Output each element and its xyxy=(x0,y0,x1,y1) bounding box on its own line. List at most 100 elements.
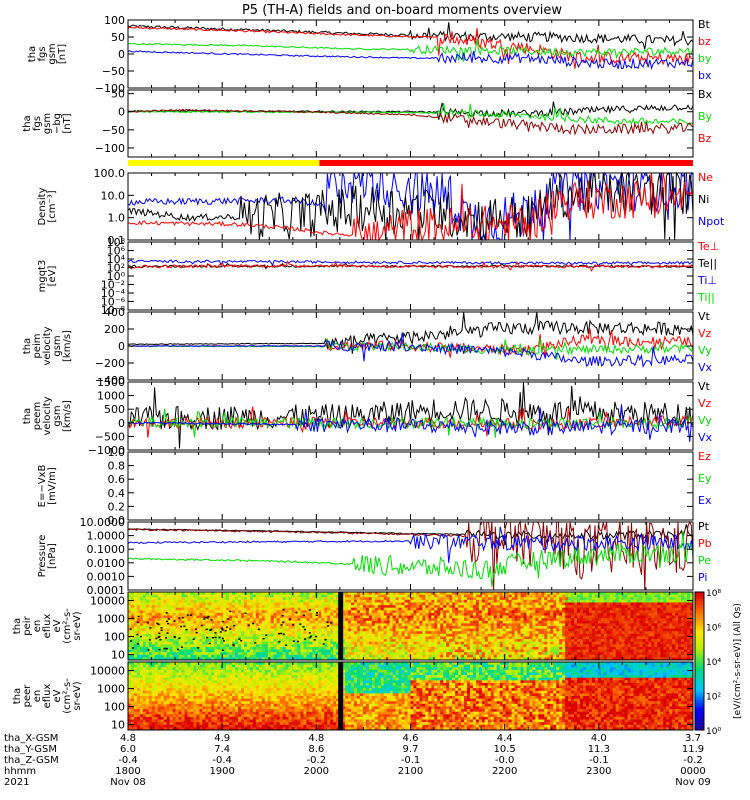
y-axis-label: [cm⁻³] xyxy=(47,190,58,222)
series-Pe xyxy=(127,526,694,563)
orbit-row-label: tha_Y-GSM xyxy=(4,744,57,755)
y-tick-label: 0 xyxy=(118,48,125,61)
panel-frame xyxy=(127,89,694,158)
orbit-value: -0.1 xyxy=(589,755,609,766)
y-tick-label: −200 xyxy=(95,357,125,370)
legend-Vy: Vy xyxy=(698,344,712,357)
y-tick-label: 0 xyxy=(118,106,125,119)
y-axis-label: gsm xyxy=(52,335,63,356)
y-tick-label: −100 xyxy=(95,82,125,95)
y-tick-label: 500 xyxy=(104,403,125,416)
orbit-value: 0000 xyxy=(680,766,705,777)
series-Vx xyxy=(127,332,694,369)
colorbar-tick-label: 10² xyxy=(706,693,721,703)
y-axis-label: fgs xyxy=(32,116,43,131)
orbit-value: 4.6 xyxy=(403,733,419,744)
panel-9: 10000 1000 100 10 tha peir en eflux eV (cm²-s-sr-… xyxy=(12,591,694,662)
orbit-value: 4.8 xyxy=(308,733,324,744)
legend-Ni: Ni xyxy=(698,193,709,206)
y-axis-label: velocity xyxy=(42,396,53,435)
y-axis-label: peim xyxy=(32,333,43,358)
legend-Ne: Ne xyxy=(698,171,713,184)
y-axis-label: gsm xyxy=(42,113,53,134)
legend-Pe: Pe xyxy=(698,554,711,567)
orbit-value: 11.9 xyxy=(682,744,704,755)
y-tick-label: 0.6 xyxy=(108,473,126,486)
series-Vt xyxy=(127,382,694,449)
y-tick-label: 0 xyxy=(118,417,125,430)
y-tick-label: 100 xyxy=(104,14,125,27)
y-tick-label: 10⁰ xyxy=(107,270,126,283)
orbit-row-label: tha_X-GSM xyxy=(4,733,58,744)
y-axis-label: gsm xyxy=(52,405,63,426)
colorbar-tick-label: 10⁴ xyxy=(706,658,721,668)
panel-frame xyxy=(127,451,694,521)
series-Vy xyxy=(127,408,694,438)
y-axis-label: tha xyxy=(22,115,33,131)
data-gap-marker xyxy=(338,592,344,660)
status-red xyxy=(319,160,693,166)
series-Bz xyxy=(128,108,694,136)
colorbar-tick-label: 10⁸ xyxy=(706,589,721,599)
y-tick-label: −1000 xyxy=(88,444,125,457)
y-axis-label: tha xyxy=(22,408,33,424)
series-Ne xyxy=(127,171,694,242)
legend-Ey: Ey xyxy=(698,472,712,485)
y-axis-label: [mV/m] xyxy=(47,467,58,505)
legend-Ti||: Ti|| xyxy=(697,291,715,304)
status-bar xyxy=(128,160,693,166)
orbit-value: -0.1 xyxy=(401,755,421,766)
y-axis-label: −bg xyxy=(52,113,63,134)
series-bx xyxy=(127,50,694,71)
legend-bx: bx xyxy=(698,69,712,82)
y-tick-label: −100 xyxy=(95,142,125,155)
y-tick-label: 10000 xyxy=(90,595,125,608)
date-label: Nov 08 xyxy=(110,777,145,788)
legend-Bt: Bt xyxy=(698,18,711,31)
colorbar: 10⁸ 10⁶ 10⁴ 10² 10⁰ [eV/(cm²-s-sr-eV)] (All Q… xyxy=(694,589,743,737)
y-axis-label: velocity xyxy=(42,326,53,365)
legend-Ti⊥: Ti⊥ xyxy=(697,274,717,287)
orbit-value: 7.4 xyxy=(214,744,230,755)
y-axis-label: eflux xyxy=(42,614,53,639)
y-tick-label: 50 xyxy=(111,31,125,44)
y-axis-label: peir xyxy=(22,615,33,635)
orbit-row-label: 2021 xyxy=(4,777,29,788)
legend-Vx: Vx xyxy=(698,431,713,444)
panel-1: 100 50 0 −50 −100 tha fgs gsm [nT] Bt bz by bx xyxy=(27,14,712,95)
panel-2: 50 0 −50 −100 tha fgs gsm −bg [nT] Bx By Bz xyxy=(22,88,713,158)
legend-Ex: Ex xyxy=(698,494,712,507)
orbit-value: -0.2 xyxy=(307,755,327,766)
y-tick-label: 0.1 xyxy=(108,234,126,247)
figure-title: P5 (TH-A) fields and on-board moments ov… xyxy=(242,3,562,18)
y-axis-label: fgs xyxy=(37,46,48,61)
orbit-value: -0.4 xyxy=(212,755,232,766)
orbit-value: 4.9 xyxy=(214,733,230,744)
orbit-value: 9.7 xyxy=(403,744,419,755)
legend-Npot: Npot xyxy=(698,215,725,228)
series-Npot xyxy=(127,172,694,242)
y-tick-label: 0.0010 xyxy=(87,570,126,583)
y-tick-label: 10 xyxy=(111,719,125,732)
y-axis-label: [nT] xyxy=(62,113,73,133)
series-Pb xyxy=(127,520,694,591)
y-tick-label: 10⁻⁶ xyxy=(101,296,126,309)
y-axis-label: E=−VxB xyxy=(37,465,48,508)
y-tick-label: −50 xyxy=(102,124,125,137)
y-axis-label: (cm²-s- xyxy=(62,608,73,644)
y-tick-label: 1.0 xyxy=(108,446,126,459)
orbit-value: 10.5 xyxy=(494,744,516,755)
series-By xyxy=(127,102,694,126)
y-axis-label: [nPa] xyxy=(47,543,58,569)
orbit-value: 2300 xyxy=(586,766,611,777)
panel-frame xyxy=(127,521,694,591)
y-axis-label: en xyxy=(32,620,43,633)
orbit-row-label: tha_Z-GSM xyxy=(4,755,59,766)
series-Vt xyxy=(127,311,694,354)
legend-Bx: Bx xyxy=(698,88,713,101)
y-tick-label: 0.8 xyxy=(108,460,126,473)
y-tick-label: 10⁻⁸ xyxy=(101,304,126,317)
y-tick-label: 1.0000 xyxy=(87,530,126,543)
